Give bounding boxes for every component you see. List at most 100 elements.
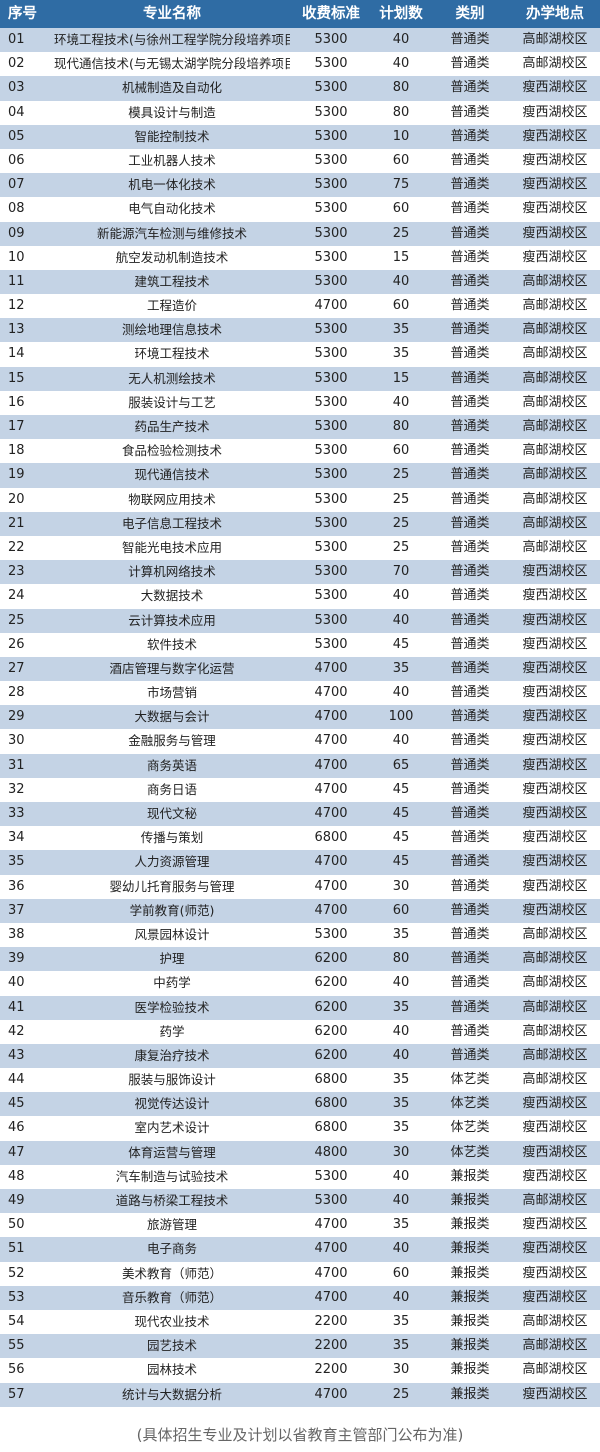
cell-fee: 6800 <box>314 1072 348 1088</box>
cell-major: 室内艺术设计 <box>134 1120 210 1136</box>
cell-major: 大数据与会计 <box>134 709 210 725</box>
cell-index: 48 <box>8 1168 25 1184</box>
cell-campus: 高邮湖校区 <box>522 346 588 362</box>
table-row: 54 现代农业技术 2200 35 兼报类 高邮湖校区 <box>0 1310 600 1334</box>
table-row: 03 机械制造及自动化 5300 80 普通类 瘦西湖校区 <box>0 76 600 101</box>
cell-plan: 25 <box>392 491 410 507</box>
cell-campus: 瘦西湖校区 <box>522 128 588 144</box>
cell-major: 计算机网络技术 <box>128 564 216 580</box>
cell-major: 电子信息工程技术 <box>121 515 222 531</box>
cell-campus: 高邮湖校区 <box>522 443 588 459</box>
table-row: 11 建筑工程技术 5300 40 普通类 高邮湖校区 <box>0 269 600 295</box>
cell-campus: 瘦西湖校区 <box>522 80 588 96</box>
cell-campus: 高邮湖校区 <box>522 1313 588 1329</box>
cell-index: 51 <box>8 1241 25 1257</box>
cell-fee: 2200 <box>314 1338 348 1354</box>
footer-note: (具体招生专业及计划以省教育主管部门公布为准) <box>136 1426 464 1444</box>
cell-category: 普通类 <box>450 806 490 821</box>
table-row: 12 工程造价 4700 60 普通类 高邮湖校区 <box>0 294 600 318</box>
cell-category: 普通类 <box>450 394 490 410</box>
cell-fee: 6200 <box>314 1047 348 1063</box>
cell-category: 兼报类 <box>450 1386 490 1402</box>
cell-fee: 4700 <box>314 1265 348 1281</box>
table-row: 23 计算机网络技术 5300 70 普通类 瘦西湖校区 <box>0 560 600 585</box>
cell-fee: 5300 <box>314 80 348 96</box>
cell-fee: 5300 <box>314 201 348 217</box>
cell-campus: 瘦西湖校区 <box>522 152 588 168</box>
cell-major: 商务日语 <box>146 781 197 797</box>
cell-major: 服装与服饰设计 <box>128 1072 216 1088</box>
cell-campus: 高邮湖校区 <box>522 467 588 483</box>
cell-index: 31 <box>8 757 25 773</box>
cell-fee: 4700 <box>314 298 348 314</box>
cell-major: 汽车制造与试验技术 <box>115 1168 229 1184</box>
cell-campus: 瘦西湖校区 <box>522 225 588 241</box>
cell-index: 15 <box>8 370 25 386</box>
cell-major: 机械制造及自动化 <box>121 80 222 96</box>
cell-category: 普通类 <box>450 515 490 531</box>
cell-category: 普通类 <box>450 926 490 942</box>
cell-campus: 瘦西湖校区 <box>522 830 588 846</box>
cell-index: 50 <box>8 1217 25 1233</box>
cell-index: 03 <box>8 80 25 96</box>
cell-index: 37 <box>8 902 25 918</box>
cell-category: 普通类 <box>450 588 490 604</box>
cell-fee: 4700 <box>314 1289 348 1305</box>
cell-category: 普通类 <box>450 878 490 894</box>
cell-index: 39 <box>8 951 25 967</box>
cell-fee: 6200 <box>314 951 348 967</box>
cell-category: 普通类 <box>450 733 490 749</box>
table-row: 51 电子商务 4700 40 兼报类 瘦西湖校区 <box>0 1237 600 1262</box>
cell-plan: 80 <box>392 104 410 120</box>
cell-fee: 5300 <box>314 346 348 362</box>
cell-plan: 35 <box>392 1338 410 1354</box>
cell-plan: 35 <box>392 1217 410 1233</box>
cell-index: 26 <box>8 636 25 652</box>
cell-category: 体艺类 <box>450 1120 490 1136</box>
cell-category: 普通类 <box>450 975 490 991</box>
cell-fee: 4700 <box>314 733 348 749</box>
header-campus: 办学地点 <box>526 6 584 22</box>
cell-major: 机电一体化技术 <box>128 177 216 193</box>
table-row: 57 统计与大数据分析 4700 25 兼报类 瘦西湖校区 <box>0 1382 600 1407</box>
cell-plan: 30 <box>392 1362 410 1378</box>
table-row: 13 测绘地理信息技术 5300 35 普通类 高邮湖校区 <box>0 318 600 343</box>
table-row: 36 婴幼儿托育服务与管理 4700 30 普通类 瘦西湖校区 <box>0 875 600 899</box>
cell-index: 09 <box>8 225 25 241</box>
cell-plan: 25 <box>392 467 410 483</box>
table-row: 22 智能光电技术应用 5300 25 普通类 高邮湖校区 <box>0 536 600 560</box>
cell-campus: 瘦西湖校区 <box>522 564 588 580</box>
cell-major: 护理 <box>159 951 185 967</box>
table-row: 25 云计算技术应用 5300 40 普通类 瘦西湖校区 <box>0 608 600 633</box>
cell-fee: 4700 <box>314 685 348 701</box>
table-row: 40 中药学 6200 40 普通类 高邮湖校区 <box>0 971 600 995</box>
cell-fee: 4800 <box>314 1144 348 1160</box>
cell-category: 普通类 <box>450 32 490 47</box>
cell-fee: 5300 <box>314 443 348 459</box>
cell-plan: 35 <box>392 660 410 676</box>
table-row: 44 服装与服饰设计 6800 35 体艺类 高邮湖校区 <box>0 1068 600 1092</box>
cell-major: 音乐教育（师范） <box>121 1289 222 1305</box>
cell-major: 金融服务与管理 <box>128 733 216 749</box>
table-row: 14 环境工程技术 5300 35 普通类 高邮湖校区 <box>0 342 600 366</box>
table-row: 52 美术教育（师范） 4700 60 兼报类 瘦西湖校区 <box>0 1262 600 1286</box>
cell-major: 大数据技术 <box>140 588 204 604</box>
cell-index: 29 <box>8 709 25 725</box>
cell-plan: 60 <box>392 298 410 314</box>
cell-campus: 瘦西湖校区 <box>522 104 588 120</box>
cell-plan: 80 <box>392 80 410 96</box>
cell-index: 43 <box>8 1047 25 1063</box>
cell-index: 34 <box>8 830 25 846</box>
cell-category: 普通类 <box>450 177 490 193</box>
cell-fee: 5300 <box>314 56 348 72</box>
table-row: 09 新能源汽车检测与维修技术 5300 25 普通类 瘦西湖校区 <box>0 221 600 246</box>
cell-plan: 45 <box>392 806 410 821</box>
cell-campus: 瘦西湖校区 <box>522 612 588 628</box>
cell-campus: 高邮湖校区 <box>522 32 588 47</box>
cell-category: 体艺类 <box>450 1144 490 1160</box>
cell-major: 环境工程技术(与徐州工程学院分段培养项目) <box>54 32 290 47</box>
cell-major: 航空发动机制造技术 <box>115 249 229 265</box>
cell-fee: 4700 <box>314 709 348 725</box>
cell-campus: 高邮湖校区 <box>522 298 588 314</box>
cell-fee: 4700 <box>314 902 348 918</box>
